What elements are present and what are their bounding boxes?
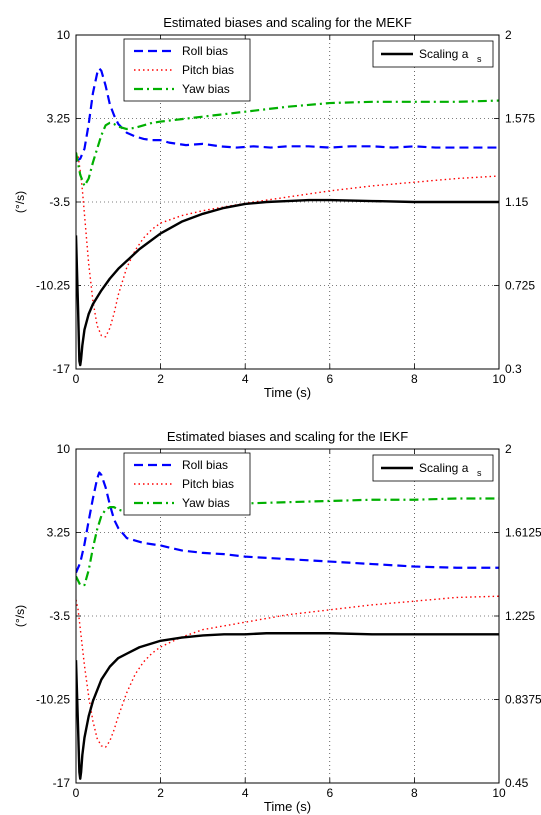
y2-tick-label: 1.6125: [505, 526, 541, 540]
x-tick-label: 0: [73, 786, 80, 800]
legend-label-scaling: Scaling a: [419, 47, 469, 61]
x-tick-label: 10: [492, 786, 506, 800]
y2-tick-label: 1.225: [505, 609, 535, 623]
x-tick-label: 2: [157, 786, 164, 800]
chart-iekf: 0 2 4 6 8 10-17-10.25-3.53.25100.450.83751.22…: [13, 429, 541, 814]
y2-tick-label: 0.8375: [505, 693, 541, 707]
x-axis-label: Time (s): [264, 385, 311, 400]
x-tick-label: 2: [157, 372, 164, 386]
series-line-scaling: [76, 198, 499, 367]
y-tick-label: -17: [53, 362, 71, 376]
chart-mekf: 0 2 4 6 8 10-17-10.25-3.53.25100.30.7251.151.…: [13, 15, 535, 400]
y-tick-label: -10.25: [36, 693, 70, 707]
y2-tick-label: 1.575: [505, 112, 535, 126]
y-tick-label: 3.25: [47, 112, 71, 126]
x-tick-label: 8: [411, 786, 418, 800]
x-tick-label: 4: [242, 786, 249, 800]
x-axis-label: Time (s): [264, 799, 311, 814]
y2-tick-label: 2: [505, 28, 512, 42]
series-line-scaling: [76, 632, 499, 780]
legend-label-scaling-subscript: s: [477, 468, 482, 478]
x-tick-label: 6: [326, 786, 333, 800]
legend-label-yaw: Yaw bias: [182, 496, 230, 510]
y-tick-label: -3.5: [49, 195, 70, 209]
x-tick-label: 0: [73, 372, 80, 386]
y2-tick-label: 2: [505, 442, 512, 456]
legend-label-yaw: Yaw bias: [182, 82, 230, 96]
y-tick-label: -3.5: [49, 609, 70, 623]
series-group: [76, 471, 499, 780]
series-group: [76, 67, 499, 367]
y2-tick-label: 1.15: [505, 195, 529, 209]
series-line-yaw: [76, 497, 499, 587]
y-tick-label: 10: [57, 442, 71, 456]
chart-title: Estimated biases and scaling for the MEK…: [163, 15, 412, 30]
x-tick-label: 4: [242, 372, 249, 386]
legend-label-pitch: Pitch bias: [182, 477, 234, 491]
legend-label-scaling: Scaling a: [419, 461, 469, 475]
series-line-roll: [76, 67, 499, 163]
y2-tick-label: 0.725: [505, 279, 535, 293]
y2-tick-label: 0.45: [505, 776, 529, 790]
legend-label-roll: Roll bias: [182, 458, 228, 472]
x-tick-label: 8: [411, 372, 418, 386]
y-tick-label: -17: [53, 776, 71, 790]
legend-label-roll: Roll bias: [182, 44, 228, 58]
legend-label-pitch: Pitch bias: [182, 63, 234, 77]
series-line-pitch: [76, 595, 499, 748]
axes-box: [75, 448, 500, 784]
y-axis-label: (°/s): [13, 191, 27, 213]
series-line-yaw: [76, 99, 499, 188]
x-tick-label: 10: [492, 372, 506, 386]
legend-left: [123, 38, 251, 102]
series-line-roll: [76, 471, 499, 574]
y-tick-label: -10.25: [36, 279, 70, 293]
y-tick-label: 10: [57, 28, 71, 42]
legend-left: [123, 452, 251, 516]
y-axis-label: (°/s): [13, 605, 27, 627]
chart-title: Estimated biases and scaling for the IEK…: [167, 429, 408, 444]
legend-label-scaling-subscript: s: [477, 54, 482, 64]
y2-tick-label: 0.3: [505, 362, 522, 376]
axes-box: [75, 34, 500, 370]
x-tick-label: 6: [326, 372, 333, 386]
y-tick-label: 3.25: [47, 526, 71, 540]
